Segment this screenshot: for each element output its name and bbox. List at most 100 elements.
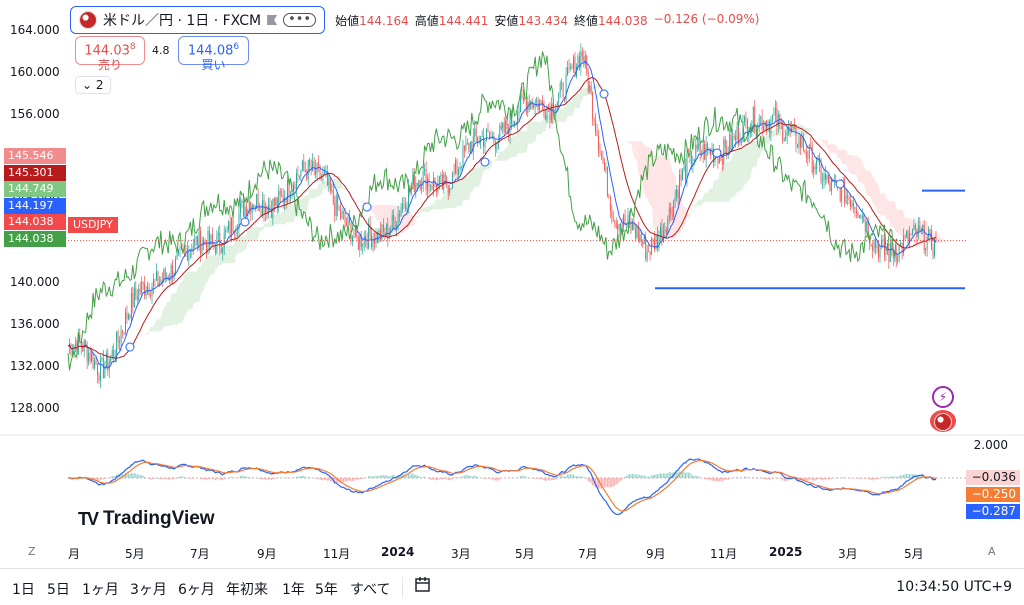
cloud-segment bbox=[276, 214, 277, 225]
events-flag-icon[interactable] bbox=[930, 410, 956, 432]
candle-body bbox=[246, 206, 247, 216]
cloud-segment bbox=[431, 204, 432, 210]
candle-body bbox=[800, 136, 801, 147]
candle-body bbox=[563, 83, 564, 98]
cloud-segment bbox=[683, 205, 684, 228]
candle-body bbox=[429, 179, 430, 187]
candle-body bbox=[134, 288, 135, 307]
candle-body bbox=[560, 84, 561, 94]
cloud-segment bbox=[521, 131, 522, 153]
cloud-segment bbox=[435, 199, 436, 209]
more-options-icon[interactable]: ••• bbox=[283, 13, 316, 27]
ohlc-close: 終値144.038 bbox=[574, 12, 648, 29]
event-marker[interactable] bbox=[836, 180, 844, 188]
candle-body bbox=[656, 234, 657, 249]
clock[interactable]: 10:34:50 UTC+9 bbox=[896, 579, 1012, 595]
candle-body bbox=[155, 279, 156, 280]
cloud-segment bbox=[848, 155, 849, 173]
range-button[interactable]: すべて bbox=[350, 579, 390, 599]
range-button[interactable]: 5年 bbox=[315, 579, 338, 599]
cloud-segment bbox=[182, 279, 183, 323]
candle-body bbox=[440, 175, 441, 177]
event-marker[interactable] bbox=[481, 158, 489, 166]
bottom-toolbar: 1日 5日 1ヶ月 3ヶ月 6ヶ月年初来 1年 5年すべて 10:34:50 UTC+9 bbox=[0, 568, 1024, 605]
cloud-segment bbox=[407, 211, 408, 231]
auto-scale-icon[interactable]: A bbox=[988, 545, 996, 558]
candle-body bbox=[639, 235, 640, 242]
cloud-segment bbox=[701, 199, 702, 205]
candle-body bbox=[85, 340, 86, 345]
price-tag: 144.038 bbox=[4, 231, 66, 247]
cloud-segment bbox=[715, 180, 716, 201]
candle-body bbox=[467, 143, 468, 144]
range-button[interactable]: 3ヶ月 bbox=[130, 579, 167, 599]
event-marker[interactable] bbox=[363, 203, 371, 211]
zoom-icon[interactable]: Z bbox=[28, 545, 36, 558]
cloud-segment bbox=[462, 177, 463, 206]
cloud-segment bbox=[706, 193, 707, 202]
cloud-segment bbox=[253, 227, 254, 240]
tradingview-logo[interactable]: TV TradingView bbox=[78, 508, 215, 530]
cloud-segment bbox=[434, 201, 435, 209]
candle-body bbox=[541, 101, 542, 102]
cloud-segment bbox=[832, 144, 833, 153]
candle-body bbox=[878, 245, 879, 258]
event-marker[interactable] bbox=[241, 218, 249, 226]
candle-body bbox=[442, 175, 443, 189]
candle-body bbox=[722, 159, 723, 164]
candle-body bbox=[507, 120, 508, 128]
x-axis-label: 2024 bbox=[381, 545, 414, 559]
symbol-tag: USDJPY bbox=[68, 217, 118, 233]
cloud-segment bbox=[453, 181, 454, 208]
candle-body bbox=[99, 375, 100, 381]
flag-icon[interactable] bbox=[267, 15, 277, 25]
calendar-goto-icon[interactable] bbox=[414, 575, 432, 593]
sell-button[interactable]: 144.038 売り bbox=[75, 36, 145, 65]
candle-body bbox=[470, 142, 471, 152]
range-button[interactable]: 5日 bbox=[47, 579, 70, 599]
indicators-toggle[interactable]: ⌄ 2 bbox=[75, 76, 111, 94]
cloud-segment bbox=[167, 302, 168, 326]
range-button[interactable]: 1ヶ月 bbox=[82, 579, 119, 599]
candle-body bbox=[91, 353, 92, 362]
symbol-selector[interactable]: 米ドル／円 · 1日 · FXCM ••• bbox=[70, 6, 325, 34]
candle-body bbox=[675, 197, 676, 200]
cloud-segment bbox=[506, 147, 507, 161]
cloud-segment bbox=[415, 216, 416, 225]
range-button[interactable]: 1年 bbox=[282, 579, 305, 599]
range-button[interactable]: 6ヶ月 bbox=[178, 579, 215, 599]
candle-body bbox=[785, 136, 786, 140]
candle-body bbox=[614, 221, 615, 222]
price-chart[interactable] bbox=[0, 0, 1024, 568]
candle-body bbox=[591, 85, 592, 92]
cloud-segment bbox=[559, 109, 560, 122]
cloud-segment bbox=[141, 334, 142, 336]
candle-body bbox=[119, 342, 120, 343]
candle-body bbox=[253, 205, 254, 208]
cloud-segment bbox=[158, 319, 159, 331]
candle-body bbox=[342, 212, 343, 219]
range-button[interactable]: 年初来 bbox=[226, 579, 268, 599]
candle-body bbox=[539, 102, 540, 111]
candle-body bbox=[485, 140, 486, 147]
event-marker[interactable] bbox=[126, 343, 134, 351]
lightning-icon[interactable]: ⚡ bbox=[932, 386, 954, 408]
range-button[interactable]: 1日 bbox=[12, 579, 35, 599]
cloud-segment bbox=[500, 152, 501, 161]
cloud-segment bbox=[248, 227, 249, 242]
cloud-segment bbox=[478, 168, 479, 187]
candle-body bbox=[318, 163, 319, 166]
us-flag-icon bbox=[79, 11, 97, 29]
event-marker[interactable] bbox=[713, 149, 721, 157]
cloud-segment bbox=[692, 210, 693, 213]
buy-button[interactable]: 144.086 買い bbox=[178, 36, 249, 65]
candle-body bbox=[202, 246, 203, 255]
cloud-segment bbox=[854, 156, 855, 174]
candle-body bbox=[196, 237, 197, 239]
cloud-segment bbox=[634, 141, 635, 158]
candle-body bbox=[623, 215, 624, 227]
cloud-segment bbox=[808, 128, 809, 131]
event-marker[interactable] bbox=[600, 90, 608, 98]
candle-body bbox=[600, 150, 601, 153]
candle-body bbox=[321, 178, 322, 179]
